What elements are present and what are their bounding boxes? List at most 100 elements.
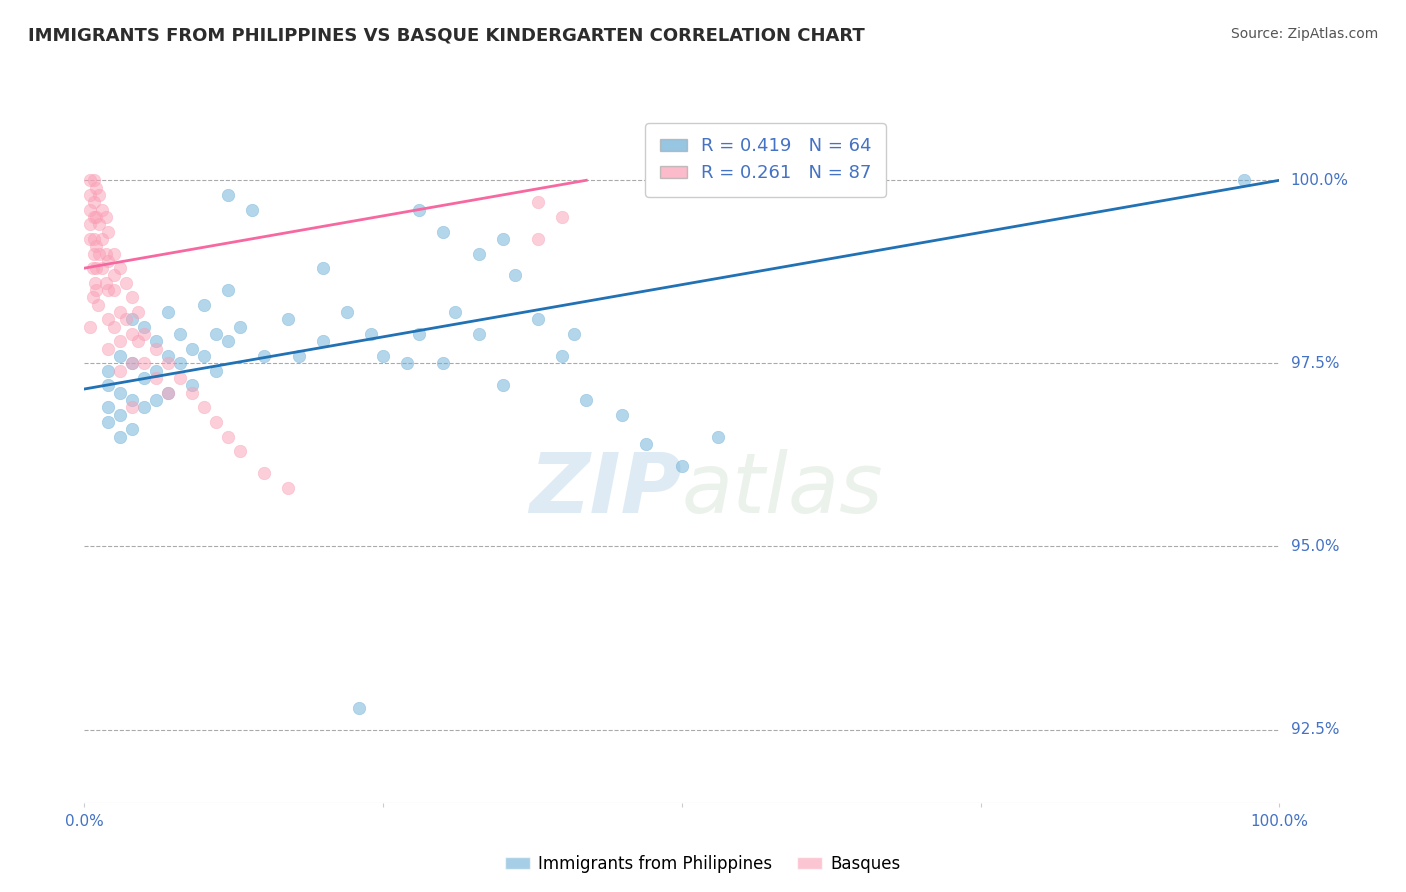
Point	[110, 364, 132, 378]
Point	[84, 180, 107, 194]
Point	[145, 392, 167, 407]
Point	[145, 342, 167, 356]
Point	[217, 283, 239, 297]
Point	[312, 334, 335, 349]
Point	[103, 268, 125, 283]
Point	[503, 268, 526, 283]
Point	[132, 327, 156, 342]
Text: Source: ZipAtlas.com: Source: ZipAtlas.com	[1230, 27, 1378, 41]
Point	[87, 217, 110, 231]
Point	[121, 392, 143, 407]
Point	[707, 429, 730, 443]
Point	[97, 364, 120, 378]
Point	[157, 356, 180, 370]
Point	[240, 202, 263, 217]
Point	[145, 371, 167, 385]
Point	[193, 401, 215, 415]
Point	[527, 232, 550, 246]
Point	[132, 371, 156, 385]
Point	[349, 700, 371, 714]
Point	[575, 392, 598, 407]
Point	[79, 232, 101, 246]
Point	[217, 429, 239, 443]
Point	[276, 312, 298, 326]
Text: 100.0%: 100.0%	[1291, 173, 1348, 188]
Text: ZIP: ZIP	[529, 450, 682, 530]
Text: 97.5%: 97.5%	[1291, 356, 1339, 371]
Point	[110, 334, 132, 349]
Point	[79, 202, 101, 217]
Point	[132, 401, 156, 415]
Point	[157, 305, 180, 319]
Point	[94, 246, 117, 260]
Point	[121, 312, 143, 326]
Point	[103, 246, 125, 260]
Point	[84, 210, 107, 224]
Point	[253, 467, 276, 481]
Point	[84, 283, 107, 297]
Point	[1232, 173, 1254, 187]
Point	[180, 385, 202, 400]
Point	[157, 385, 180, 400]
Point	[121, 327, 143, 342]
Point	[83, 210, 105, 224]
Point	[562, 327, 585, 342]
Text: IMMIGRANTS FROM PHILIPPINES VS BASQUE KINDERGARTEN CORRELATION CHART: IMMIGRANTS FROM PHILIPPINES VS BASQUE KI…	[28, 27, 865, 45]
Point	[132, 356, 156, 370]
Point	[121, 401, 143, 415]
Point	[193, 349, 215, 363]
Point	[103, 319, 125, 334]
Point	[527, 195, 550, 210]
Point	[551, 210, 574, 224]
Text: 95.0%: 95.0%	[1291, 539, 1339, 554]
Point	[83, 195, 105, 210]
Point	[110, 429, 132, 443]
Point	[408, 202, 430, 217]
Point	[110, 385, 132, 400]
Point	[115, 312, 138, 326]
Point	[360, 327, 382, 342]
Point	[84, 276, 107, 290]
Text: 0.0%: 0.0%	[65, 814, 104, 829]
Point	[145, 334, 167, 349]
Point	[94, 276, 117, 290]
Point	[169, 327, 191, 342]
Point	[103, 283, 125, 297]
Point	[110, 349, 132, 363]
Point	[205, 327, 228, 342]
Point	[83, 246, 105, 260]
Point	[97, 415, 120, 429]
Point	[671, 458, 693, 473]
Point	[336, 305, 359, 319]
Point	[79, 217, 101, 231]
Point	[110, 305, 132, 319]
Text: atlas: atlas	[682, 450, 883, 530]
Point	[97, 283, 120, 297]
Point	[634, 437, 657, 451]
Point	[91, 232, 114, 246]
Point	[253, 349, 276, 363]
Point	[94, 210, 117, 224]
Point	[312, 261, 335, 276]
Point	[610, 408, 633, 422]
Point	[84, 261, 107, 276]
Point	[408, 327, 430, 342]
Point	[86, 298, 108, 312]
Point	[79, 188, 101, 202]
Point	[205, 415, 228, 429]
Point	[91, 261, 114, 276]
Point	[121, 422, 143, 436]
Point	[205, 364, 228, 378]
Point	[228, 444, 252, 458]
Legend: R = 0.419   N = 64, R = 0.261   N = 87: R = 0.419 N = 64, R = 0.261 N = 87	[645, 123, 886, 197]
Point	[97, 401, 120, 415]
Point	[82, 261, 104, 276]
Point	[84, 239, 107, 253]
Point	[288, 349, 311, 363]
Point	[97, 342, 120, 356]
Point	[432, 356, 454, 370]
Point	[276, 481, 298, 495]
Point	[82, 290, 104, 304]
Point	[115, 276, 138, 290]
Point	[97, 312, 120, 326]
